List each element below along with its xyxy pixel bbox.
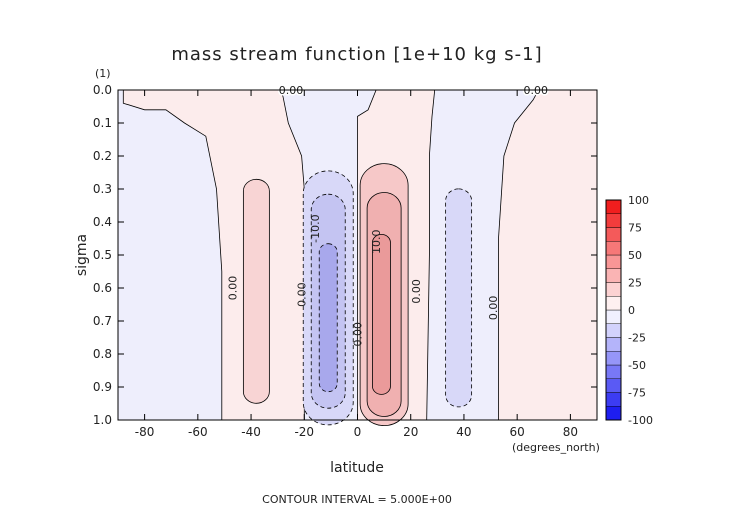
x-tick-label: 80 [563,425,578,439]
plot-area: 0.00 0.000.00 0.00 0.000.000.00-10.0 10.0 [118,83,598,427]
y-tick-label: 0.7 [93,314,112,328]
colorbar: -100 -75 -50 -25 0 25 50 75 100 [605,194,653,427]
positive-region-north [498,89,598,421]
contour-label-4: 0.00 [410,279,423,304]
y-units-label: (1) [95,67,111,80]
y-tick-label: 0.0 [93,83,112,97]
colorbar-label: 50 [628,249,642,262]
colorbar-label: 100 [628,194,649,207]
colorbar-segment [605,309,622,324]
contour-label-6: 0.00 [352,322,365,347]
colorbar-label: -75 [628,387,646,400]
x-tick-label: 20 [403,425,418,439]
colorbar-segment [605,268,622,283]
colorbar-segment [605,241,622,256]
x-tick-label: 60 [510,425,525,439]
x-axis-label: latitude [330,460,384,476]
colorbar-segment [605,296,622,311]
x-tick-label: -40 [241,425,261,439]
colorbar-label: 0 [628,304,635,317]
colorbar-frame [605,199,622,421]
x-tick-label: 0 [354,425,362,439]
contour-interval-footer: CONTOUR INTERVAL = 5.000E+00 [262,493,452,506]
x-tick-label: 40 [456,425,471,439]
colorbar-segment [605,213,622,228]
x-tick-label: -60 [188,425,208,439]
chart-title: mass stream function [1e+10 kg s-1] [171,44,542,65]
colorbar-segment [605,199,622,214]
y-tick-label: 0.1 [93,116,112,130]
y-tick-label: 0.6 [93,281,112,295]
x-tick-label: -20 [294,425,314,439]
contour-label-7: -10.0 [309,214,322,242]
colorbar-segment [605,406,622,421]
colorbar-segment [605,282,622,297]
colorbar-segment [605,323,622,338]
colorbar-segment [605,378,622,393]
hadley-south-contour-15 [318,243,338,393]
contour-label-3: 0.00 [296,282,309,307]
ferrel-north-contour-5 [445,188,473,408]
colorbar-segment [605,364,622,379]
y-tick-label: 0.4 [93,215,112,229]
y-tick-label: 0.8 [93,347,112,361]
x-tick-label: -80 [135,425,155,439]
y-tick-label: 1.0 [93,413,112,427]
contour-label-8: 10.0 [370,230,383,255]
y-tick-label: 0.9 [93,380,112,394]
colorbar-label: 25 [628,277,642,290]
contour-label-5: 0.00 [487,296,500,321]
colorbar-segment [605,254,622,269]
y-tick-label: 0.3 [93,182,112,196]
colorbar-segment [605,392,622,407]
colorbar-label: -100 [628,414,653,427]
colorbar-segment [605,337,622,352]
axes: -80 -60 -40 -20 0 20 40 60 80 0.0 0.1 0.2 0.3 0.4 0.5 0… [93,83,598,439]
colorbar-label: -25 [628,332,646,345]
colorbar-label: -50 [628,359,646,372]
hadley-north-contour-15 [372,233,391,395]
colorbar-label: 75 [628,222,642,235]
colorbar-segment [605,351,622,366]
y-tick-label: 0.5 [93,248,112,262]
colorbar-segment [605,227,622,242]
y-tick-label: 0.2 [93,149,112,163]
y-axis-label: sigma [74,234,90,276]
ferrel-south-contour-5 [242,178,270,404]
contour-label-2: 0.00 [226,276,239,301]
x-units-label: (degrees_north) [512,441,600,454]
